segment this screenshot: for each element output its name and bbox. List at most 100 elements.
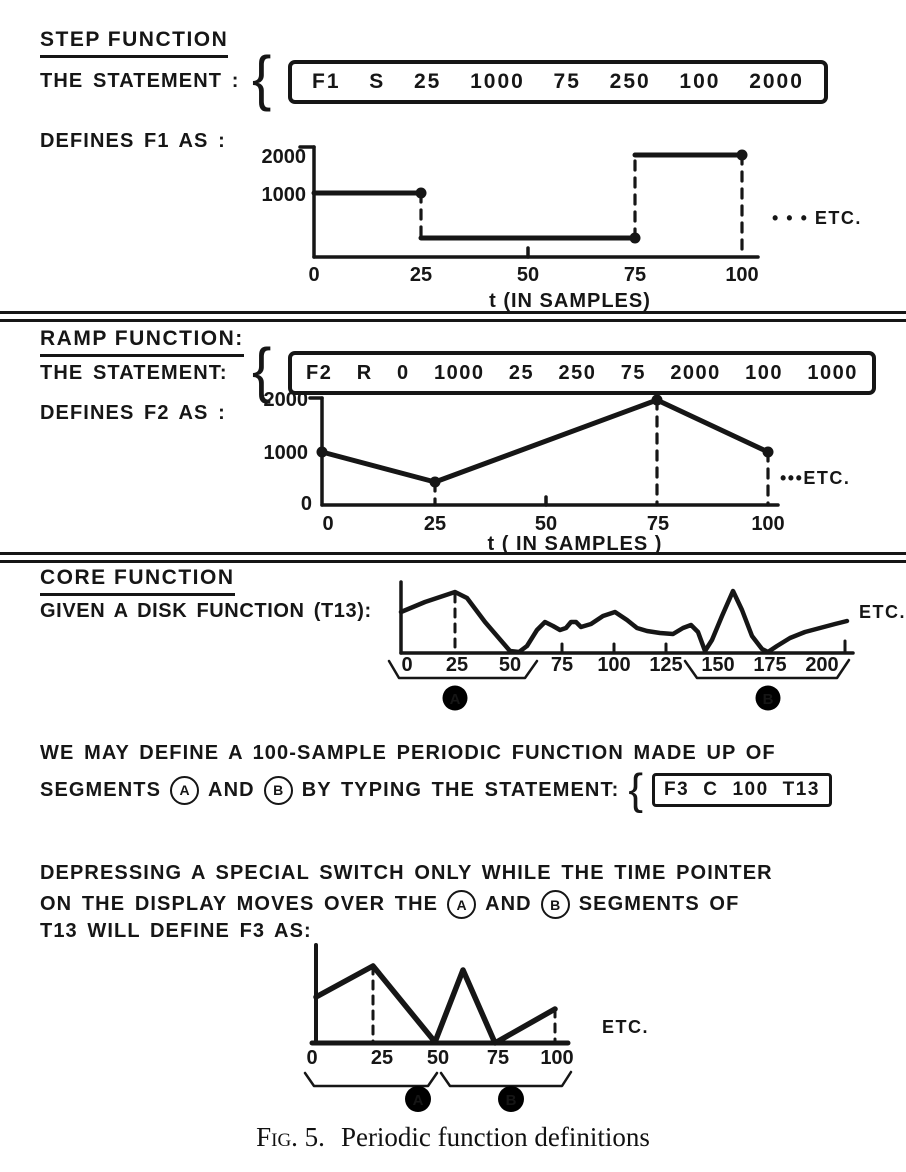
x-tick-label: 0 xyxy=(401,654,412,676)
step-section-heading: STEP FUNCTION xyxy=(40,28,229,58)
x-axis-label: t (IN SAMPLES) xyxy=(489,290,651,312)
ramp-statement-box: F2 R 0 1000 25 250 75 2000 100 1000 xyxy=(288,351,876,395)
freehand-curve xyxy=(398,588,850,655)
ramp-open-brace: { xyxy=(252,336,272,405)
circled-b-badge: B xyxy=(263,775,293,805)
statement-token: 250 xyxy=(558,361,597,384)
ramp-line xyxy=(319,397,771,485)
segment-a-brace xyxy=(387,659,539,680)
statement-open-brace: { xyxy=(628,765,644,814)
core-section-heading: CORE FUNCTION xyxy=(40,566,235,596)
x-tick-label: 25 xyxy=(424,513,446,535)
data-point xyxy=(629,232,641,244)
line2-post: BY TYPING THE STATEMENT: xyxy=(301,778,620,801)
x-tick-label: 0 xyxy=(322,513,333,535)
circled-a-badge: A xyxy=(447,890,477,919)
statement-token: R xyxy=(356,361,373,384)
statement-token: F3 xyxy=(664,779,690,800)
x-tick-label: 25 xyxy=(410,264,432,286)
x-tick-label: 100 xyxy=(751,513,784,535)
line2-pre: ON THE DISPLAY MOVES OVER THE xyxy=(40,893,439,915)
step-open-brace: { xyxy=(252,44,272,113)
data-point xyxy=(316,446,328,458)
statement-token: 100 xyxy=(732,779,769,800)
ramp-statement-label: THE STATEMENT: xyxy=(40,362,228,384)
x-axis-label: t ( IN SAMPLES ) xyxy=(488,533,663,555)
data-point xyxy=(762,446,774,458)
data-point xyxy=(415,187,427,199)
x-tick-label: 50 xyxy=(499,654,521,676)
x-tick-label: 100 xyxy=(597,654,630,676)
y-tick-label: 1000 xyxy=(264,442,309,464)
etc-annotation: ETC. xyxy=(602,1017,649,1037)
circled-b-badge: B xyxy=(540,890,570,919)
switch-text-line3: T13 WILL DEFINE F3 AS: xyxy=(40,920,312,942)
y-tick-label: 2000 xyxy=(264,389,309,411)
step-statement-label: THE STATEMENT : xyxy=(40,70,240,92)
segment-b-label: B xyxy=(763,691,774,708)
disk-function-chart: 0 25 50 75 100 125 150 175 200 A B ETC. xyxy=(387,580,906,711)
statement-token: S xyxy=(369,70,386,93)
segment-b-label: B xyxy=(506,1092,517,1109)
etc-annotation: •••ETC. xyxy=(780,468,850,488)
statement-token: 2000 xyxy=(670,361,721,384)
x-tick-label: 75 xyxy=(624,264,646,286)
statement-token: 100 xyxy=(679,70,721,93)
x-tick-label: 50 xyxy=(517,264,539,286)
statement-token: 75 xyxy=(620,361,646,384)
x-tick-label: 50 xyxy=(535,513,557,535)
data-point xyxy=(736,149,748,161)
line2-mid: AND xyxy=(208,778,255,801)
switch-text-line1: DEPRESSING A SPECIAL SWITCH ONLY WHILE T… xyxy=(40,862,773,884)
x-tick-label: 100 xyxy=(725,264,758,286)
circled-b-badge xyxy=(498,1086,524,1112)
y-tick-label: 2000 xyxy=(262,146,307,168)
circled-a-badge xyxy=(442,685,468,711)
segment-b-brace xyxy=(683,658,851,680)
etc-annotation: ETC. xyxy=(859,602,906,622)
switch-text-line2: ON THE DISPLAY MOVES OVER THE A AND B SE… xyxy=(40,890,739,919)
x-tick-label: 75 xyxy=(487,1047,509,1069)
x-tick-label: 75 xyxy=(647,513,669,535)
ramp-section-heading: RAMP FUNCTION: xyxy=(40,327,244,357)
statement-token: 0 xyxy=(397,361,410,384)
statement-token: T13 xyxy=(782,779,820,800)
statement-token: 1000 xyxy=(434,361,485,384)
define-periodic-line2: SEGMENTS A AND B BY TYPING THE STATEMENT… xyxy=(40,768,832,812)
segment-a-brace xyxy=(303,1071,439,1088)
line2-mid: AND xyxy=(485,893,532,915)
figure-caption-text: Periodic function definitions xyxy=(340,1122,650,1152)
line2-post: SEGMENTS OF xyxy=(578,893,740,915)
data-point xyxy=(429,476,441,488)
statement-token: C xyxy=(703,779,719,800)
etc-annotation: • • • ETC. xyxy=(772,208,862,228)
core-statement-box: F3 C 100 T13 xyxy=(652,773,832,807)
figure-caption: Fig. 5. Periodic function definitions xyxy=(0,1122,906,1153)
y-tick-label: 0 xyxy=(301,493,312,515)
x-tick-label: 200 xyxy=(805,654,838,676)
x-tick-label: 50 xyxy=(427,1047,449,1069)
segment-a-label: A xyxy=(450,691,461,708)
figure-number: Fig. 5. xyxy=(256,1122,325,1152)
step-defines-label: DEFINES F1 AS : xyxy=(40,130,226,152)
core-given-label: GIVEN A DISK FUNCTION (T13): xyxy=(40,600,372,622)
circled-b-badge xyxy=(755,685,781,711)
ramp-defines-label: DEFINES F2 AS : xyxy=(40,402,226,424)
statement-token: 100 xyxy=(745,361,784,384)
x-tick-label: 75 xyxy=(551,654,573,676)
statement-token: F2 xyxy=(306,361,333,384)
x-tick-label: 175 xyxy=(753,654,786,676)
statement-token: 2000 xyxy=(749,70,804,93)
segment-a-label: A xyxy=(413,1092,424,1109)
data-point xyxy=(651,394,663,406)
x-tick-label: 0 xyxy=(306,1047,317,1069)
x-tick-label: 100 xyxy=(540,1047,573,1069)
statement-token: 250 xyxy=(609,70,651,93)
x-tick-label: 150 xyxy=(701,654,734,676)
x-tick-label: 25 xyxy=(446,654,468,676)
section-divider xyxy=(0,552,906,563)
x-tick-label: 25 xyxy=(371,1047,393,1069)
statement-token: 1000 xyxy=(470,70,525,93)
statement-token: 75 xyxy=(553,70,581,93)
x-tick-label: 125 xyxy=(649,654,682,676)
